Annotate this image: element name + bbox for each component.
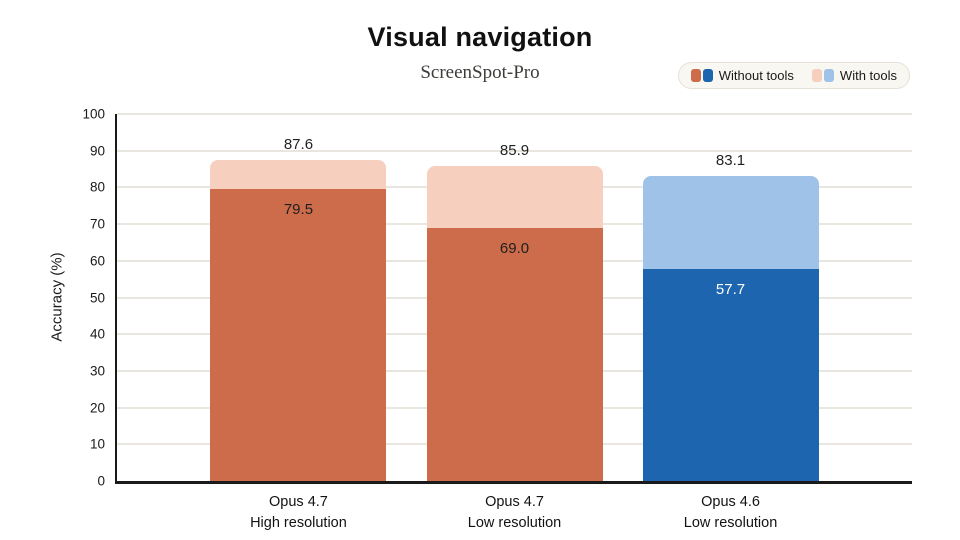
bar-segment-without-tools: [642, 269, 819, 481]
bar-total-value: 87.6: [283, 135, 314, 153]
legend-swatch-pair: [690, 69, 713, 82]
bar-without-tools-value: 57.7: [715, 281, 746, 299]
bar-segment-with-tools: [426, 165, 603, 228]
legend-swatch: [823, 69, 834, 82]
y-tick-label: 60: [89, 253, 105, 269]
y-tick-label: 30: [89, 363, 105, 379]
bar-segment-with-tools: [210, 159, 387, 190]
gridline: [117, 113, 912, 115]
y-tick-label: 80: [89, 179, 105, 195]
legend-swatch: [690, 69, 701, 82]
y-tick-label: 100: [82, 106, 105, 122]
y-tick-labels: 0 10 20 30 40 50 60 70 80 90 100: [0, 107, 105, 489]
bar-segment-without-tools: [210, 189, 387, 481]
y-tick-label: 10: [89, 436, 105, 452]
bar-without-tools-value: 69.0: [499, 239, 530, 257]
bar-segment-without-tools: [426, 227, 603, 481]
x-category-line2: Low resolution: [683, 515, 778, 531]
y-tick-label: 20: [89, 400, 105, 416]
x-category-line1: Opus 4.7: [485, 494, 544, 510]
bar-total-value: 83.1: [715, 152, 746, 170]
y-tick-label: 50: [89, 290, 105, 305]
legend-swatch: [811, 69, 822, 82]
y-tick-label: 90: [89, 143, 105, 159]
x-category-label: Opus 4.7 High resolution: [250, 492, 347, 534]
legend-item: With tools: [811, 68, 897, 83]
y-tick-label: 40: [89, 326, 105, 342]
legend-item: Without tools: [690, 68, 794, 83]
bar-without-tools-value: 79.5: [283, 201, 314, 219]
y-tick-label: 70: [89, 216, 105, 232]
x-category-line2: High resolution: [250, 515, 347, 531]
x-category-label: Opus 4.6 Low resolution: [684, 492, 778, 534]
x-tick-labels: Opus 4.7 High resolution Opus 4.7 Low resol…: [117, 492, 912, 538]
gridline: [117, 149, 912, 152]
legend-label: With tools: [839, 68, 897, 83]
legend-swatch: [702, 69, 713, 82]
chart-title: Visual navigation: [367, 22, 593, 52]
x-category-label: Opus 4.7 Low resolution: [468, 492, 562, 534]
chart-subtitle: ScreenSpot-Pro: [420, 62, 540, 83]
legend-label: Without tools: [718, 68, 794, 83]
x-category-line1: Opus 4.6: [701, 494, 760, 510]
plot-area: 87.6 79.5 85.9 69.0 83.1 57.7: [115, 113, 912, 484]
bar-total-value: 85.9: [499, 141, 530, 159]
y-tick-label: 0: [97, 473, 105, 489]
x-category-line1: Opus 4.7: [269, 494, 328, 510]
legend: Without tools With tools: [677, 62, 910, 89]
bar-segment-with-tools: [642, 176, 819, 270]
legend-swatch-pair: [811, 69, 834, 82]
x-category-line2: Low resolution: [467, 515, 562, 531]
